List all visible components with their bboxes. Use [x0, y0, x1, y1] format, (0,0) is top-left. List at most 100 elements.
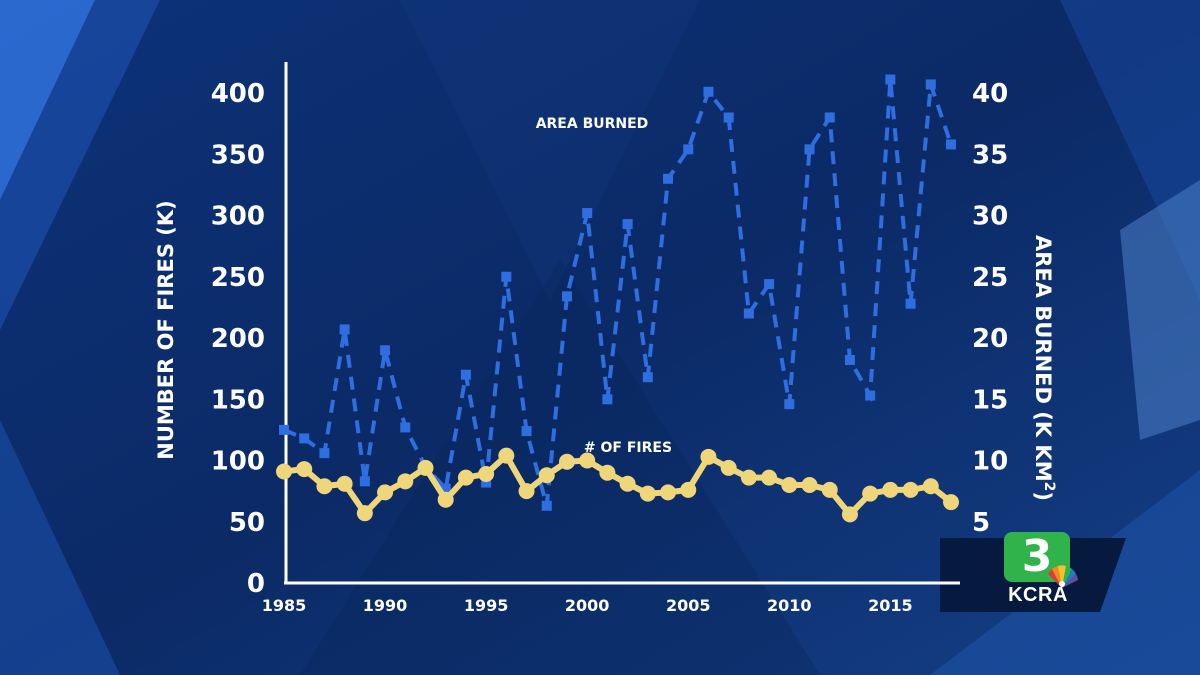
fires-point — [720, 459, 737, 476]
area-burned-point — [663, 173, 674, 184]
x-tick-label: 1990 — [363, 596, 408, 615]
x-tick-label: 2005 — [666, 596, 711, 615]
area-burned-point — [440, 483, 451, 494]
x-tick-label: 2000 — [565, 596, 610, 615]
area-burned-point — [622, 219, 633, 230]
area-burned-point — [723, 112, 734, 123]
left-axis-title: NUMBER OF FIRES (K) — [154, 200, 178, 459]
fires-point — [579, 452, 596, 469]
fires-line — [283, 452, 953, 518]
right-axis-title-close: ) — [1031, 491, 1055, 501]
right-tick-label: 15 — [972, 385, 1008, 415]
fires-point — [619, 475, 636, 492]
area-burned-point — [885, 74, 896, 85]
fires-point — [356, 505, 373, 522]
fires-point — [457, 469, 474, 486]
area-burned-point — [279, 424, 289, 435]
fires-point — [599, 464, 616, 481]
fires-point — [781, 477, 798, 493]
fires-point — [296, 461, 313, 478]
fires-point — [498, 447, 515, 464]
fires-point — [902, 481, 919, 498]
area-burned-line — [283, 79, 953, 507]
area-burned-point — [481, 477, 492, 488]
x-tick-label: 2010 — [767, 596, 812, 615]
area-burned-point — [339, 324, 350, 335]
fires-point — [821, 481, 838, 498]
left-tick-label: 200 — [211, 324, 265, 354]
area-burned-point — [642, 372, 653, 383]
area-burned-point — [905, 298, 916, 309]
area-burned-point — [824, 112, 835, 123]
area-burned-point — [400, 422, 411, 433]
fires-point — [377, 484, 394, 501]
area-burned-point — [521, 426, 532, 437]
area-burned-point — [541, 500, 552, 511]
logo-text: KCRA — [1008, 584, 1068, 606]
fires-point — [660, 484, 677, 501]
area-burned-point — [925, 79, 936, 90]
area-burned-point — [359, 476, 370, 487]
x-tick-label: 2015 — [868, 596, 913, 615]
left-tick-label: 50 — [229, 508, 265, 538]
area-burned-label: AREA BURNED — [536, 116, 649, 132]
fires-point — [922, 478, 939, 495]
left-tick-label: 250 — [211, 263, 265, 293]
area-burned-point — [501, 271, 512, 282]
fires-point — [478, 465, 495, 482]
fires-label: # OF FIRES — [584, 440, 672, 456]
left-tick-label: 350 — [211, 140, 265, 170]
fires-point — [801, 477, 818, 493]
fires-point — [639, 485, 656, 502]
right-tick-label: 35 — [972, 140, 1008, 170]
fires-point — [862, 485, 879, 502]
fires-point — [841, 506, 858, 523]
fires-point — [761, 469, 778, 486]
series-number-of-fires — [276, 447, 959, 523]
x-tick-label: 1985 — [262, 596, 307, 615]
left-tick-label: 150 — [211, 385, 265, 415]
area-burned-point — [865, 390, 876, 401]
fires-point — [336, 475, 353, 492]
fires-point — [538, 467, 555, 484]
fires-point — [740, 469, 757, 486]
area-burned-point — [380, 345, 391, 356]
x-tick-label: 1995 — [464, 596, 509, 615]
left-tick-label: 300 — [211, 202, 265, 232]
series-area-burned — [279, 74, 956, 511]
right-tick-label: 20 — [972, 324, 1008, 354]
area-burned-point — [844, 355, 855, 366]
kcra-logo: 3 KCRA — [998, 532, 1086, 612]
right-axis-title-superscript: 2 — [1041, 482, 1057, 492]
fires-point — [276, 463, 292, 480]
area-burned-point — [784, 399, 795, 410]
fires-point — [700, 448, 717, 465]
area-burned-point — [561, 291, 572, 302]
right-tick-label: 40 — [972, 79, 1008, 109]
fires-point — [397, 473, 414, 490]
right-axis-title: AREA BURNED (K KM2) — [1031, 235, 1057, 501]
area-burned-point — [703, 86, 714, 97]
area-burned-point — [460, 369, 471, 380]
area-burned-point — [764, 279, 775, 290]
left-tick-label: 400 — [211, 79, 265, 109]
right-tick-label: 5 — [972, 508, 990, 538]
area-burned-point — [602, 394, 613, 405]
area-burned-point — [946, 139, 956, 150]
fires-point — [518, 483, 535, 500]
left-tick-label: 100 — [211, 447, 265, 477]
fires-point — [680, 481, 697, 498]
area-burned-point — [743, 308, 754, 319]
area-burned-point — [299, 433, 310, 444]
fires-point — [943, 494, 959, 511]
fires-point — [882, 481, 899, 498]
x-axis: 1985 1990 1995 2000 2005 2010 2015 — [262, 581, 960, 615]
left-tick-label: 0 — [247, 569, 265, 599]
area-burned-point — [319, 448, 330, 459]
right-tick-label: 30 — [972, 202, 1008, 232]
area-burned-point — [582, 208, 593, 219]
fires-point — [316, 478, 333, 495]
fires-point — [558, 453, 575, 470]
